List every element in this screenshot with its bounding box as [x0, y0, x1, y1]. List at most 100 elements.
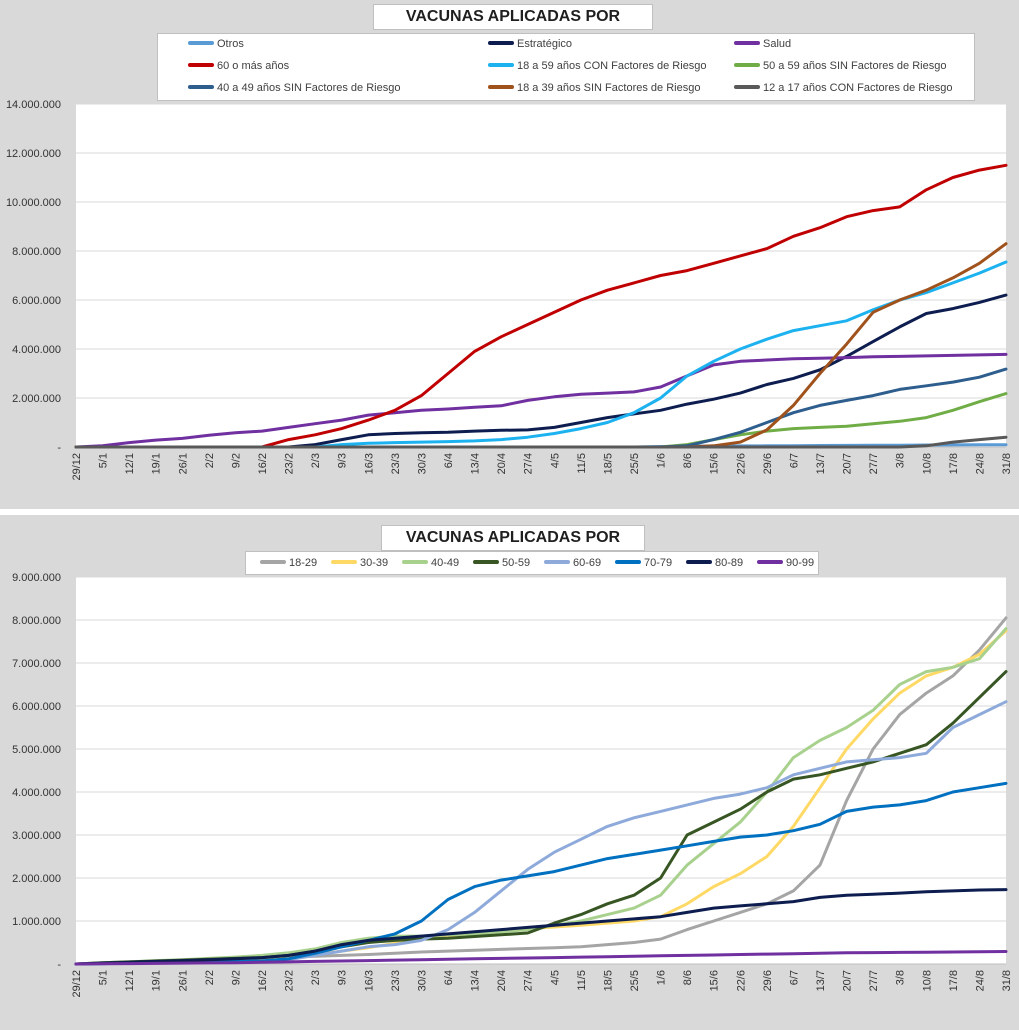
x-tick-label: 15/6	[709, 453, 721, 474]
legend-swatch	[188, 85, 214, 90]
legend-swatch	[260, 560, 286, 565]
x-tick-label: 9/3	[337, 970, 349, 985]
y-tick-label: 1.000.000	[12, 916, 61, 928]
x-tick-label: 9/2	[230, 970, 242, 985]
legend-swatch	[734, 41, 760, 46]
x-tick-label: 12/1	[124, 970, 136, 991]
y-tick-label: 7.000.000	[12, 658, 61, 670]
legend-swatch	[615, 560, 641, 565]
x-tick-label: 27/4	[523, 970, 535, 991]
legend-swatch	[734, 63, 760, 68]
y-tick-label: 2.000.000	[12, 393, 61, 405]
x-tick-label: 31/8	[1001, 453, 1013, 474]
legend-label: 80-89	[715, 557, 744, 569]
y-tick-label: 4.000.000	[12, 344, 61, 356]
y-tick-label: 4.000.000	[12, 787, 61, 799]
legend-label: Otros	[217, 38, 244, 50]
x-tick-label: 27/4	[523, 453, 535, 474]
x-tick-label: 30/3	[416, 453, 428, 474]
legend-item-otros: Otros	[188, 37, 244, 51]
y-tick-label: 14.000.000	[6, 99, 61, 111]
x-tick-label: 27/7	[868, 970, 880, 991]
x-tick-label: 20/4	[496, 453, 508, 474]
x-tick-label: 3/8	[895, 453, 907, 468]
legend-swatch	[188, 63, 214, 68]
x-tick-label: 8/6	[682, 970, 694, 985]
x-tick-label: 26/1	[177, 970, 189, 991]
x-tick-label: 23/2	[284, 453, 296, 474]
legend-swatch	[544, 560, 570, 565]
legend-item-12-a-17-anos-con-factores-de-riesgo: 12 a 17 años CON Factores de Riesgo	[734, 81, 953, 95]
x-tick-label: 20/7	[842, 453, 854, 474]
x-tick-label: 5/1	[98, 970, 110, 985]
series-line-90-99	[74, 950, 1008, 966]
x-tick-label: 1/6	[656, 970, 668, 985]
x-tick-label: 11/5	[576, 453, 588, 474]
x-tick-label: 29/12	[71, 453, 83, 481]
x-tick-label: 20/4	[496, 970, 508, 991]
legend-item-18-a-59-anos-con-factores-de-riesgo: 18 a 59 años CON Factores de Riesgo	[488, 59, 707, 73]
x-tick-label: 1/6	[656, 453, 668, 468]
series-line-salud	[74, 352, 1008, 449]
x-tick-label: 16/2	[257, 453, 269, 474]
x-tick-label: 5/1	[98, 453, 110, 468]
legend-item-18-29: 18-29	[260, 556, 317, 570]
y-tick-label: 6.000.000	[12, 295, 61, 307]
x-tick-label: 30/3	[416, 970, 428, 991]
edad-chart-legend: 18-29 30-39 40-49 50-59 60-69 70-79 80-89 90-99	[245, 551, 819, 575]
y-tick-label: 10.000.000	[6, 197, 61, 209]
legend-label: 40-49	[431, 557, 460, 569]
legend-label: 30-39	[360, 557, 389, 569]
legend-swatch	[488, 63, 514, 68]
legend-label: 18 a 39 años SIN Factores de Riesgo	[517, 82, 701, 94]
x-tick-label: 24/8	[974, 453, 986, 474]
edad-chart-title: VACUNAS APLICADAS POR EDAD	[381, 525, 645, 570]
y-tick-label: 6.000.000	[12, 701, 61, 713]
legend-label: 50 a 59 años SIN Factores de Riesgo	[763, 60, 947, 72]
x-tick-label: 27/7	[868, 453, 880, 474]
sector-chart-plot: - 2.000.000 4.000.000 6.000.000 8.000.000 10.…	[6, 99, 1013, 481]
x-tick-label: 26/1	[177, 453, 189, 474]
x-tick-label: 16/3	[363, 970, 375, 991]
y-tick-label: 2.000.000	[12, 873, 61, 885]
legend-item-40-a-49-anos-sin-factores-de-riesgo: 40 a 49 años SIN Factores de Riesgo	[188, 81, 400, 95]
x-tick-label: 19/1	[151, 970, 163, 991]
x-tick-label: 20/7	[842, 970, 854, 991]
series-line-12-a-17-anos-con-factores-de-riesgo	[74, 435, 1008, 449]
x-tick-label: 24/8	[974, 970, 986, 991]
x-tick-label: 18/5	[602, 453, 614, 474]
legend-item-salud: Salud	[734, 37, 791, 51]
x-tick-label: 2/2	[204, 970, 216, 985]
legend-swatch	[757, 560, 783, 565]
x-tick-label: 19/1	[151, 453, 163, 474]
x-tick-label: 31/8	[1001, 970, 1013, 991]
x-tick-label: 2/3	[310, 970, 322, 985]
x-tick-label: 18/5	[602, 970, 614, 991]
legend-label: Estratégico	[517, 38, 573, 50]
x-tick-label: 17/8	[948, 453, 960, 474]
x-tick-label: 6/7	[788, 453, 800, 468]
x-tick-label: 23/3	[390, 453, 402, 474]
legend-label: 40 a 49 años SIN Factores de Riesgo	[217, 82, 401, 94]
legend-item-60-69: 60-69	[544, 556, 601, 570]
legend-swatch	[488, 41, 514, 46]
legend-swatch	[734, 85, 760, 90]
legend-swatch	[331, 560, 357, 565]
y-tick-label: 5.000.000	[12, 744, 61, 756]
y-tick-label: 12.000.000	[6, 148, 61, 160]
x-tick-label: 17/8	[948, 970, 960, 991]
legend-swatch	[488, 85, 514, 90]
legend-item-80-89: 80-89	[686, 556, 743, 570]
legend-item-18-a-39-anos-sin-factores-de-riesgo: 18 a 39 años SIN Factores de Riesgo	[488, 81, 700, 95]
y-tick-label: -	[57, 442, 61, 454]
y-tick-label: 8.000.000	[12, 246, 61, 258]
legend-item-30-39: 30-39	[331, 556, 388, 570]
sector-chart-title: VACUNAS APLICADAS POR SECTOR	[373, 4, 653, 49]
x-tick-label: 29/12	[71, 970, 83, 998]
sector-chart-legend: Otros Estratégico Salud 60 o más años 18 a 5…	[157, 33, 975, 101]
edad-chart-plot: - 1.000.000 2.000.000 3.000.000 4.000.000 5.0…	[12, 572, 1013, 998]
y-tick-label: 8.000.000	[12, 615, 61, 627]
legend-swatch	[686, 560, 712, 565]
legend-label: Salud	[763, 38, 792, 50]
x-tick-label: 2/3	[310, 453, 322, 468]
